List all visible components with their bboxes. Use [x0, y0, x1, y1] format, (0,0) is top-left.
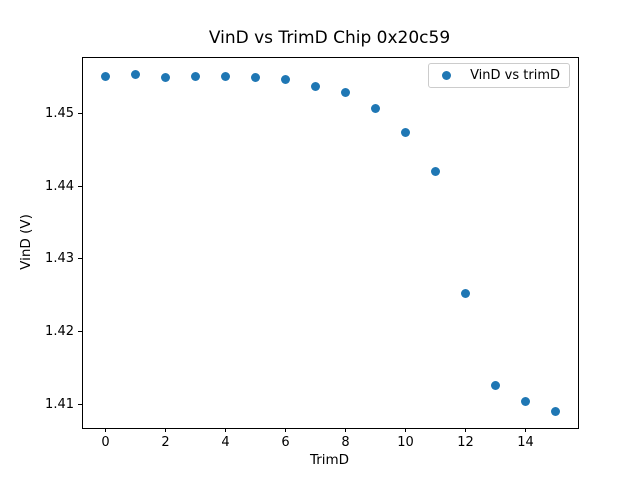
scatter-point — [281, 75, 290, 85]
x-axis-tick-label: 8 — [341, 435, 350, 450]
x-axis-tick-label: 4 — [221, 435, 230, 450]
scatter-point — [491, 381, 500, 391]
legend-label: VinD vs trimD — [470, 68, 560, 83]
scatter-point — [461, 289, 470, 299]
x-axis-tick-label: 12 — [457, 435, 474, 450]
y-axis-tick-label: 1.42 — [45, 324, 74, 339]
legend: VinD vs trimD — [428, 63, 570, 88]
x-axis-tick — [345, 428, 346, 432]
scatter-point — [221, 72, 230, 82]
x-axis-tick-label: 14 — [517, 435, 534, 450]
x-axis-tick — [225, 428, 226, 432]
x-axis-tick-label: 10 — [397, 435, 414, 450]
scatter-point — [371, 104, 380, 114]
scatter-point — [341, 88, 350, 98]
scatter-point — [551, 406, 560, 416]
y-axis-tick — [78, 331, 82, 332]
scatter-point — [521, 397, 530, 407]
x-axis-tick — [465, 428, 466, 432]
y-axis-tick — [78, 113, 82, 115]
plot-area: VinD vs trimD 0 2 4 6 8 10 12 14 1.41 1.42 1.43 1.4… — [45, 57, 579, 450]
x-axis-tick — [525, 428, 526, 432]
scatter-point — [401, 128, 410, 138]
scatter-point — [431, 167, 440, 177]
chart-title: VinD vs TrimD Chip 0x20c59 — [208, 28, 451, 48]
y-axis-tick-label: 1.41 — [45, 396, 74, 412]
x-axis-tick-label: 0 — [101, 435, 110, 450]
y-axis-tick-label: 1.44 — [45, 178, 74, 194]
x-axis-label: TrimD — [309, 452, 350, 468]
legend-marker-icon — [442, 71, 452, 80]
y-axis-tick — [78, 403, 82, 405]
scatter-point — [191, 71, 200, 81]
scatter-point — [251, 73, 260, 83]
y-axis-label: VinD (V) — [18, 214, 34, 270]
x-axis-tick — [165, 428, 166, 432]
y-axis-tick — [78, 258, 82, 260]
x-axis-tick-label: 6 — [281, 435, 290, 450]
y-axis-tick-label: 1.45 — [45, 106, 74, 122]
scatter-point — [311, 81, 320, 91]
scatter-point — [161, 73, 170, 83]
x-axis-tick — [285, 428, 286, 432]
x-axis-tick — [405, 428, 406, 432]
scatter-point — [101, 72, 110, 82]
scatter-point — [131, 70, 140, 80]
y-axis-tick — [78, 185, 82, 187]
y-axis-tick-label: 1.43 — [45, 251, 74, 267]
x-axis-tick — [105, 428, 106, 432]
x-axis-tick-label: 2 — [161, 435, 170, 450]
